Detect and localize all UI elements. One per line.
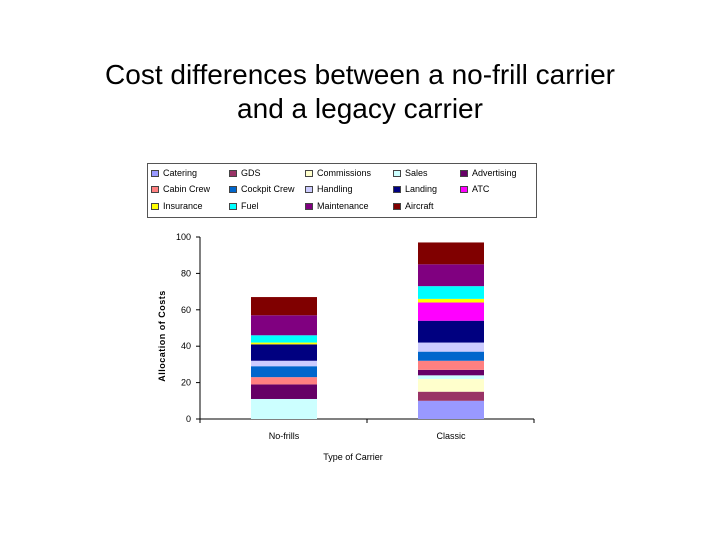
y-tick-label: 80 <box>181 268 191 278</box>
legend-label: GDS <box>241 168 261 178</box>
legend-label: Maintenance <box>317 201 369 211</box>
bar-segment-no-frills-cockpit-crew <box>251 366 317 378</box>
legend-item-landing: Landing <box>393 184 437 194</box>
bar-segment-classic-sales <box>418 375 484 379</box>
legend-swatch <box>305 169 313 177</box>
y-tick-label: 40 <box>181 341 191 351</box>
bar-segment-classic-handling <box>418 342 484 352</box>
legend-label: ATC <box>472 184 490 194</box>
legend-swatch <box>393 185 401 193</box>
bar-segment-classic-landing <box>418 320 484 343</box>
bar-segment-classic-maintenance <box>418 264 484 287</box>
legend-swatch <box>393 202 401 210</box>
legend-swatch <box>393 169 401 177</box>
bar-segment-classic-insurance <box>418 298 484 303</box>
x-tick-label: No-frills <box>269 431 300 441</box>
y-tick-label: 100 <box>176 232 191 242</box>
legend-label: Sales <box>405 168 428 178</box>
legend-swatch <box>229 202 237 210</box>
legend-label: Insurance <box>163 201 203 211</box>
bar-segment-classic-commissions <box>418 378 484 392</box>
legend-item-advertising: Advertising <box>460 168 517 178</box>
bar-segment-classic-cockpit-crew <box>418 351 484 361</box>
bar-segment-no-frills-aircraft <box>251 297 317 316</box>
bar-segment-no-frills-cabin-crew <box>251 377 317 385</box>
legend-label: Fuel <box>241 201 259 211</box>
legend-item-commissions: Commissions <box>305 168 371 178</box>
y-tick-label: 60 <box>181 305 191 315</box>
legend-item-fuel: Fuel <box>229 201 259 211</box>
legend-swatch <box>151 185 159 193</box>
legend-swatch <box>460 185 468 193</box>
legend-swatch <box>460 169 468 177</box>
bar-segment-no-frills-advertising <box>251 384 317 399</box>
bar-segment-classic-cabin-crew <box>418 360 484 370</box>
bar-segment-no-frills-fuel <box>251 335 317 343</box>
legend-item-cabin-crew: Cabin Crew <box>151 184 210 194</box>
legend-label: Cabin Crew <box>163 184 211 194</box>
legend-label: Aircraft <box>405 201 434 211</box>
bar-segment-no-frills-sales <box>251 398 317 419</box>
bar-segment-classic-gds <box>418 391 484 401</box>
legend-item-insurance: Insurance <box>151 201 203 211</box>
legend-label: Landing <box>405 184 438 194</box>
legend-item-sales: Sales <box>393 168 428 178</box>
legend-item-aircraft: Aircraft <box>393 201 434 211</box>
bar-segment-classic-atc <box>418 302 484 321</box>
legend-swatch <box>151 169 159 177</box>
bar-segment-classic-aircraft <box>418 242 484 265</box>
bar-segment-no-frills-landing <box>251 344 317 361</box>
legend-label: Catering <box>163 168 198 178</box>
bar-segment-no-frills-insurance <box>251 342 317 345</box>
x-tick-label: Classic <box>436 431 466 441</box>
bar-segment-classic-fuel <box>418 286 484 299</box>
legend-item-handling: Handling <box>305 184 353 194</box>
y-axis-title: Allocation of Costs <box>157 290 167 382</box>
legend-item-maintenance: Maintenance <box>305 201 369 211</box>
y-tick-label: 20 <box>181 378 191 388</box>
y-tick-label: 0 <box>186 414 191 424</box>
legend-item-catering: Catering <box>151 168 197 178</box>
legend-swatch <box>305 202 313 210</box>
x-axis-title: Type of Carrier <box>323 452 383 462</box>
legend-item-atc: ATC <box>460 184 489 194</box>
legend-swatch <box>305 185 313 193</box>
legend-label: Cockpit Crew <box>241 184 295 194</box>
legend-label: Handling <box>317 184 353 194</box>
bar-segment-classic-catering <box>418 400 484 419</box>
legend-item-cockpit-crew: Cockpit Crew <box>229 184 295 194</box>
title-line-2: and a legacy carrier <box>237 93 483 124</box>
legend-label: Commissions <box>317 168 372 178</box>
legend-label: Advertising <box>472 168 517 178</box>
bar-segment-classic-advertising <box>418 369 484 376</box>
legend-swatch <box>229 169 237 177</box>
legend-swatch <box>229 185 237 193</box>
legend-item-gds: GDS <box>229 168 261 178</box>
bar-segment-no-frills-handling <box>251 360 317 367</box>
page-title: Cost differences between a no-frill carr… <box>0 58 720 126</box>
bar-segment-no-frills-maintenance <box>251 315 317 336</box>
title-line-1: Cost differences between a no-frill carr… <box>105 59 615 90</box>
chart-legend: Catering GDS Commissions Sales Advertising Ca… <box>147 163 537 218</box>
legend-swatch <box>151 202 159 210</box>
